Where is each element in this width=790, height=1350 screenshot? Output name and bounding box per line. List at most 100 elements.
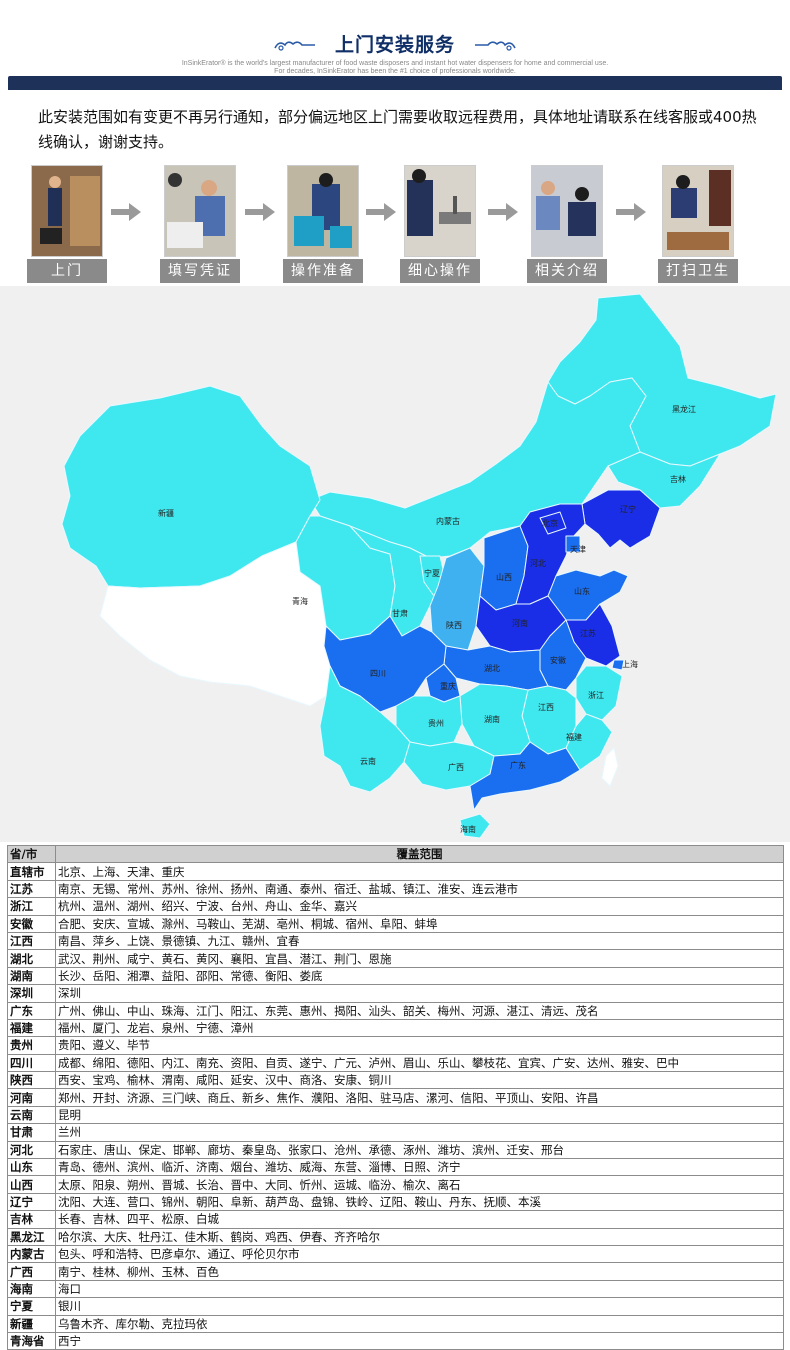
province-cell: 宁夏: [7, 1297, 56, 1316]
coverage-cell: 兰州: [55, 1123, 784, 1142]
label-hainan: 海南: [460, 824, 476, 834]
table-row: 山西 太原、阳泉、朔州、晋城、长治、晋中、大同、忻州、运城、临汾、榆次、离石: [7, 1175, 784, 1194]
filling-form-photo: [164, 165, 236, 257]
coverage-cell: 南昌、萍乡、上饶、景德镇、九江、赣州、宜春: [55, 931, 784, 951]
header-province: 省/市: [7, 844, 56, 864]
table-row: 黑龙江 哈尔滨、大庆、牡丹江、佳木斯、鹤岗、鸡西、伊春、齐齐哈尔: [7, 1227, 784, 1246]
label-heilongjiang: 黑龙江: [672, 404, 696, 414]
coverage-cell: 沈阳、大连、营口、锦州、朝阳、阜新、葫芦岛、盘锦、铁岭、辽阳、鞍山、丹东、抚顺、…: [55, 1192, 784, 1212]
province-cell: 河北: [7, 1140, 56, 1160]
label-guangdong: 广东: [510, 760, 526, 770]
province-cell: 海南: [7, 1279, 56, 1299]
arrow-right-icon: [488, 203, 518, 221]
label-tianjin: 天津: [570, 544, 586, 554]
label-hebei: 河北: [530, 558, 546, 568]
label-chongqing: 重庆: [440, 681, 456, 691]
table-row: 浙江 杭州、温州、湖州、绍兴、宁波、台州、舟山、金华、嘉兴: [7, 897, 784, 916]
province-cell: 福建: [7, 1018, 56, 1038]
step-3: 操作准备: [283, 165, 363, 283]
province-cell: 山西: [7, 1175, 56, 1194]
table-row: 四川 成都、绵阳、德阳、内江、南充、资阳、自贡、遂宁、广元、泸州、眉山、乐山、攀枝…: [7, 1053, 784, 1073]
cloud-ornament-left-icon: [274, 40, 316, 51]
step-1: 上门: [27, 165, 107, 283]
label-gansu: 甘肃: [392, 608, 408, 618]
label-henan: 河南: [512, 618, 528, 628]
coverage-cell: 杭州、温州、湖州、绍兴、宁波、台州、舟山、金华、嘉兴: [55, 897, 784, 916]
service-steps: 上门 填写凭证 操作准备 细心操作 相关介绍 打扫卫生: [0, 165, 790, 283]
label-guangxi: 广西: [448, 762, 464, 772]
header-bar: [8, 76, 782, 90]
province-cell: 四川: [7, 1053, 56, 1073]
province-cell: 安徽: [7, 914, 56, 933]
table-row: 辽宁 沈阳、大连、营口、锦州、朝阳、阜新、葫芦岛、盘锦、铁岭、辽阳、鞍山、丹东、抚…: [7, 1192, 784, 1212]
table-body: 直辖市 北京、上海、天津、重庆 江苏 南京、无锡、常州、苏州、徐州、扬州、南通、泰州、…: [7, 862, 784, 1350]
province-cell: 湖北: [7, 949, 56, 968]
table-row: 河北 石家庄、唐山、保定、邯郸、廊坊、秦皇岛、张家口、沧州、承德、涿州、潍坊、滨州…: [7, 1140, 784, 1160]
label-shanxi: 山西: [496, 572, 512, 582]
province-zhejiang: [575, 665, 623, 721]
label-qinghai: 青海: [292, 596, 308, 606]
cleaning-photo: [662, 165, 734, 257]
province-shanghai: [611, 659, 625, 671]
coverage-cell: 西安、宝鸡、榆林、渭南、咸阳、延安、汉中、商洛、安康、铜川: [55, 1071, 784, 1090]
table-row: 陕西 西安、宝鸡、榆林、渭南、咸阳、延安、汉中、商洛、安康、铜川: [7, 1071, 784, 1090]
header-title-row: 上门安装服务: [0, 30, 790, 57]
coverage-table: 省/市 覆盖范围 直辖市 北京、上海、天津、重庆 江苏 南京、无锡、常州、苏州、徐州、…: [7, 844, 784, 1350]
province-cell: 陕西: [7, 1071, 56, 1090]
table-row: 青海省 西宁: [7, 1331, 784, 1350]
label-jiangxi: 江西: [538, 703, 554, 712]
table-row: 江西 南昌、萍乡、上饶、景德镇、九江、赣州、宜春: [7, 931, 784, 951]
province-beijing: [539, 511, 567, 535]
coverage-cell: 乌鲁木齐、库尔勒、克拉玛依: [55, 1314, 784, 1333]
label-yunnan: 云南: [360, 756, 376, 766]
label-guizhou: 贵州: [428, 718, 444, 728]
label-fujian: 福建: [566, 732, 582, 742]
coverage-cell: 昆明: [55, 1105, 784, 1125]
table-row: 海南 海口: [7, 1279, 784, 1299]
china-coverage-map: 黑龙江 吉林 辽宁 内蒙古 新疆 青海 甘肃 宁夏 陕西 山西 河北 北京 天津…: [0, 286, 790, 842]
table-row: 甘肃 兰州: [7, 1123, 784, 1142]
province-cell: 直辖市: [7, 862, 56, 881]
province-tianjin: [565, 535, 581, 553]
province-yunnan: [319, 665, 411, 793]
table-row: 福建 福州、厦门、龙岩、泉州、宁德、漳州: [7, 1018, 784, 1038]
coverage-cell: 武汉、荆州、咸宁、黄石、黄冈、襄阳、宜昌、潜江、荆门、恩施: [55, 949, 784, 968]
coverage-cell: 深圳: [55, 984, 784, 1003]
province-liaoning: [581, 489, 661, 549]
province-cell: 黑龙江: [7, 1227, 56, 1246]
cloud-ornament-right-icon: [474, 40, 516, 51]
coverage-cell: 太原、阳泉、朔州、晋城、长治、晋中、大同、忻州、运城、临汾、榆次、离石: [55, 1175, 784, 1194]
province-cell: 广东: [7, 1001, 56, 1020]
province-cell: 贵州: [7, 1036, 56, 1055]
coverage-cell: 包头、呼和浩特、巴彦卓尔、通辽、呼伦贝尔市: [55, 1244, 784, 1264]
coverage-cell: 南京、无锡、常州、苏州、徐州、扬州、南通、泰州、宿迁、盐城、镇江、淮安、连云港市: [55, 879, 784, 899]
page-title: 上门安装服务: [334, 34, 455, 56]
table-row: 广东 广州、佛山、中山、珠海、江门、阳江、东莞、惠州、揭阳、汕头、韶关、梅州、河源…: [7, 1001, 784, 1020]
arrow-right-icon: [616, 203, 646, 221]
header-coverage: 覆盖范围: [55, 844, 784, 864]
label-jiangsu: 江苏: [580, 628, 596, 638]
province-cell: 云南: [7, 1105, 56, 1125]
province-cell: 浙江: [7, 897, 56, 916]
label-jilin: 吉林: [670, 474, 686, 484]
map-svg: 黑龙江 吉林 辽宁 内蒙古 新疆 青海 甘肃 宁夏 陕西 山西 河北 北京 天津…: [61, 293, 777, 839]
coverage-cell: 贵阳、遵义、毕节: [55, 1036, 784, 1055]
page-header: 上门安装服务 InSinkErator® is the world's larg…: [0, 0, 790, 92]
header-subtitle-2: For decades, InSinkErator has been the #…: [274, 68, 516, 75]
table-row: 深圳 深圳: [7, 984, 784, 1003]
label-shanghai: 上海: [622, 659, 638, 669]
coverage-cell: 银川: [55, 1297, 784, 1316]
table-row: 吉林 长春、吉林、四平、松原、白城: [7, 1210, 784, 1229]
table-row: 河南 郑州、开封、济源、三门峡、商丘、新乡、焦作、濮阳、洛阳、驻马店、漯河、信阳、…: [7, 1088, 784, 1107]
label-neimenggu: 内蒙古: [436, 516, 460, 526]
province-cell: 河南: [7, 1088, 56, 1107]
table-row: 云南 昆明: [7, 1105, 784, 1125]
table-row: 安徽 合肥、安庆、宣城、滁州、马鞍山、芜湖、亳州、桐城、宿州、阜阳、蚌埠: [7, 914, 784, 933]
table-row: 湖北 武汉、荆州、咸宁、黄石、黄冈、襄阳、宜昌、潜江、荆门、恩施: [7, 949, 784, 968]
label-xinjiang: 新疆: [158, 508, 174, 518]
step-4: 细心操作: [400, 165, 480, 283]
step-6: 打扫卫生: [658, 165, 738, 283]
label-hubei: 湖北: [484, 664, 500, 673]
label-zhejiang: 浙江: [588, 690, 604, 700]
coverage-cell: 广州、佛山、中山、珠海、江门、阳江、东莞、惠州、揭阳、汕头、韶关、梅州、河源、湛…: [55, 1001, 784, 1020]
